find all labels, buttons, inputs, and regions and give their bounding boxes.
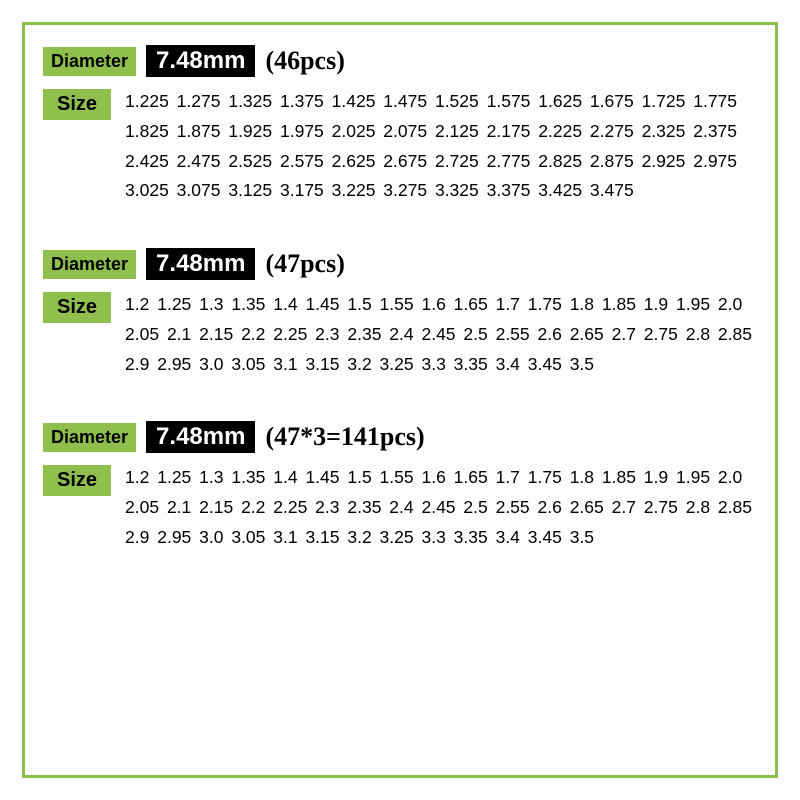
size-label: Size (43, 465, 111, 496)
diameter-row: Diameter 7.48mm (47pcs) (43, 248, 757, 280)
diameter-label: Diameter (43, 250, 136, 279)
diameter-row: Diameter 7.48mm (47*3=141pcs) (43, 421, 757, 453)
size-row: Size 1.2 1.25 1.3 1.35 1.4 1.45 1.5 1.55… (43, 290, 757, 379)
size-label: Size (43, 292, 111, 323)
diameter-row: Diameter 7.48mm (46pcs) (43, 45, 757, 77)
size-label: Size (43, 89, 111, 120)
diameter-label: Diameter (43, 423, 136, 452)
spec-block-2: Diameter 7.48mm (47pcs) Size 1.2 1.25 1.… (43, 248, 757, 379)
sizes-list: 1.225 1.275 1.325 1.375 1.425 1.475 1.52… (125, 87, 757, 206)
diameter-label: Diameter (43, 47, 136, 76)
count-text: (47*3=141pcs) (265, 422, 424, 452)
size-row: Size 1.225 1.275 1.325 1.375 1.425 1.475… (43, 87, 757, 206)
size-row: Size 1.2 1.25 1.3 1.35 1.4 1.45 1.5 1.55… (43, 463, 757, 552)
spec-block-1: Diameter 7.48mm (46pcs) Size 1.225 1.275… (43, 45, 757, 206)
diameter-value: 7.48mm (146, 421, 255, 453)
diameter-value: 7.48mm (146, 45, 255, 77)
count-text: (47pcs) (265, 249, 344, 279)
spec-block-3: Diameter 7.48mm (47*3=141pcs) Size 1.2 1… (43, 421, 757, 552)
count-text: (46pcs) (265, 46, 344, 76)
sizes-list: 1.2 1.25 1.3 1.35 1.4 1.45 1.5 1.55 1.6 … (125, 290, 757, 379)
diameter-value: 7.48mm (146, 248, 255, 280)
sizes-list: 1.2 1.25 1.3 1.35 1.4 1.45 1.5 1.55 1.6 … (125, 463, 757, 552)
spec-panel: Diameter 7.48mm (46pcs) Size 1.225 1.275… (22, 22, 778, 778)
